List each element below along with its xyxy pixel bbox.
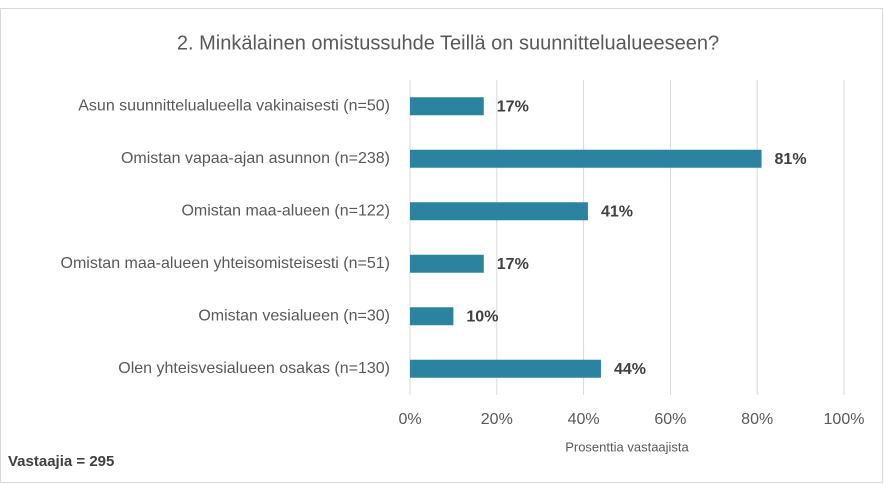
y-tick-label: Omistan vapaa-ajan asunnon (n=238) <box>121 150 390 167</box>
x-axis-label: Prosenttia vastaajista <box>565 439 689 454</box>
x-tick-label: 20% <box>481 411 513 428</box>
bar <box>410 149 762 168</box>
bar <box>410 254 484 273</box>
chart-border <box>0 8 883 483</box>
data-label: 44% <box>614 361 646 378</box>
y-tick-label: Asun suunnittelualueella vakinaisesti (n… <box>78 97 390 114</box>
y-tick-label: Omistan vesialueen (n=30) <box>198 307 390 324</box>
y-tick-label: Omistan maa-alueen yhteisomisteisesti (n… <box>61 255 390 272</box>
bar <box>410 359 601 378</box>
x-tick-label: 40% <box>568 411 600 428</box>
x-tick-label: 80% <box>741 411 773 428</box>
chart-title: 2. Minkälainen omistussuhde Teillä on su… <box>177 32 719 54</box>
bar <box>410 97 484 116</box>
x-tick-label: 100% <box>824 411 865 428</box>
annotation: Vastaajia = 295 <box>8 453 114 470</box>
data-label: 81% <box>775 151 807 168</box>
y-tick-label: Omistan maa-alueen (n=122) <box>181 202 390 219</box>
data-label: 10% <box>466 308 498 325</box>
bar <box>410 307 454 326</box>
data-label: 17% <box>497 98 529 115</box>
bar <box>410 202 588 221</box>
x-tick-label: 0% <box>398 411 421 428</box>
y-tick-label: Olen yhteisvesialueen osakas (n=130) <box>118 360 390 377</box>
x-tick-label: 60% <box>654 411 686 428</box>
data-label: 41% <box>601 203 633 220</box>
data-label: 17% <box>497 256 529 273</box>
